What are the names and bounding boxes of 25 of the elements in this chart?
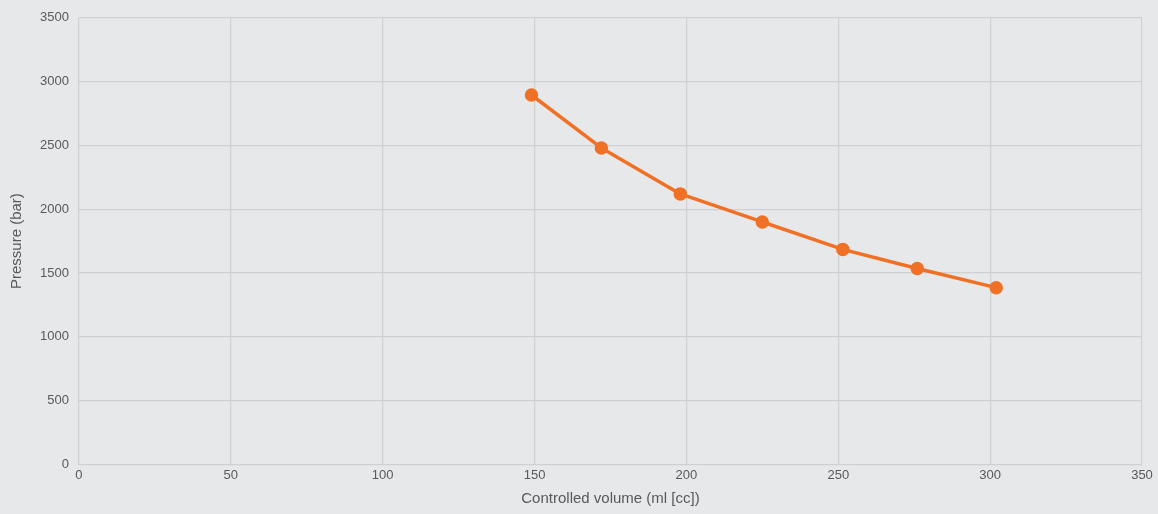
y-tick-label: 1500 bbox=[40, 264, 69, 280]
point bbox=[755, 215, 770, 229]
x-axis-title: Controlled volume (ml [cc]) bbox=[521, 489, 700, 507]
y-tick-label: 3000 bbox=[40, 73, 69, 89]
y-tick-label: 1000 bbox=[40, 328, 69, 344]
y-tick-label: 500 bbox=[47, 392, 69, 408]
point bbox=[594, 141, 609, 155]
x-tick-label: 150 bbox=[523, 466, 546, 482]
point bbox=[989, 280, 1003, 295]
y-tick-label: 2000 bbox=[40, 200, 69, 216]
x-tick-label: 200 bbox=[675, 466, 698, 482]
x-tick-label: 50 bbox=[223, 466, 239, 482]
y-axis-title: Pressure (bar) bbox=[7, 193, 25, 290]
x-tick-label: 100 bbox=[371, 466, 394, 482]
point bbox=[910, 261, 924, 276]
x-tick-label: 0 bbox=[75, 466, 83, 482]
x-tick-label: 350 bbox=[1131, 466, 1153, 482]
point bbox=[836, 242, 850, 257]
y-tick-label: 0 bbox=[61, 455, 69, 471]
point bbox=[524, 88, 539, 102]
y-tick-label: 2500 bbox=[40, 136, 69, 152]
x-tick-label: 300 bbox=[979, 466, 1001, 482]
y-tick-label: 3500 bbox=[40, 9, 69, 25]
x-tick-label: 250 bbox=[827, 466, 850, 482]
point bbox=[673, 187, 688, 201]
